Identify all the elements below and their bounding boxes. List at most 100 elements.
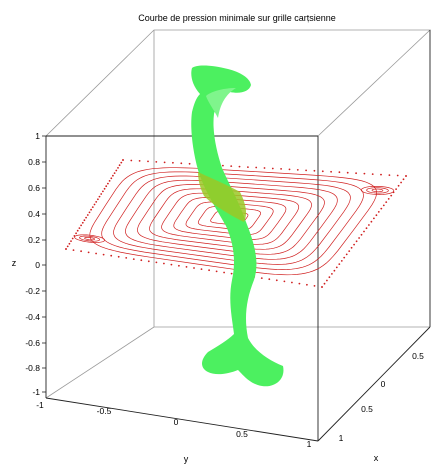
seed-point <box>363 230 365 233</box>
y-tick-label: 0.5 <box>236 429 248 439</box>
seed-point <box>91 206 94 209</box>
seed-point <box>298 282 301 285</box>
seed-point <box>380 207 383 210</box>
seed-point <box>170 263 173 266</box>
z-tick-label: -0.4 <box>25 312 40 322</box>
seed-point <box>86 214 89 216</box>
z-tick-label: 0.6 <box>28 183 40 193</box>
seed-point <box>117 255 120 258</box>
seed-point <box>178 264 180 267</box>
seed-point <box>100 193 103 195</box>
seed-point <box>230 272 233 275</box>
streamline <box>84 237 95 241</box>
axes-box-front <box>45 30 431 442</box>
streamline <box>161 192 300 245</box>
seed-point <box>338 263 341 265</box>
seed-point <box>73 235 76 237</box>
seed-point <box>80 250 82 253</box>
seed-point <box>288 168 291 171</box>
z-tick-label: -1 <box>32 387 40 397</box>
seed-point <box>392 191 395 194</box>
seed-point <box>87 251 90 254</box>
seed-point <box>313 285 316 287</box>
vortex-tube-intersection <box>198 172 247 222</box>
seed-point <box>66 245 69 248</box>
z-tick-labels: 1 0.8 0.6 0.4 0.2 0 -0.2 -0.4 -0.6 -0.8 … <box>25 131 40 397</box>
seed-point <box>163 161 166 164</box>
axes-box-back <box>45 29 432 399</box>
seed-point <box>97 198 99 201</box>
seed-point <box>271 167 274 170</box>
seed-point <box>70 240 72 243</box>
seed-point <box>380 173 382 176</box>
z-ticks <box>42 135 46 393</box>
streamline <box>360 185 395 195</box>
seed-point <box>363 172 366 175</box>
seed-point <box>355 172 357 175</box>
x-tick-label: 0.5 <box>361 404 373 414</box>
seed-point <box>247 166 249 169</box>
streamline <box>366 187 389 194</box>
seed-point <box>215 270 218 273</box>
seed-point <box>313 169 316 172</box>
seed-point <box>113 172 116 175</box>
vortex-tube-highlight <box>206 88 236 118</box>
seed-point <box>377 211 380 213</box>
y-tick-label: -0.5 <box>97 406 112 416</box>
seed-point <box>155 261 158 264</box>
streamline <box>173 197 287 240</box>
y-tick-label: 0 <box>174 417 179 427</box>
seed-point <box>331 273 333 275</box>
seed-point <box>275 279 278 282</box>
streamline <box>113 175 351 265</box>
seed-point <box>75 232 77 235</box>
seed-point <box>358 237 360 239</box>
seed-point <box>343 256 346 259</box>
seed-point <box>338 171 341 174</box>
chart-title: Courbe de pression minimale sur grille c… <box>138 13 336 23</box>
seed-point <box>305 169 307 172</box>
seed-point <box>348 250 351 253</box>
seed-point <box>71 237 74 240</box>
seed-point <box>306 283 308 286</box>
z-tick-label: -0.6 <box>25 338 40 348</box>
seed-point <box>400 181 402 184</box>
seed-point <box>65 248 67 250</box>
seed-point <box>346 171 349 174</box>
streamline <box>101 171 364 270</box>
seed-point <box>255 166 258 169</box>
seed-point <box>355 240 358 243</box>
seed-point <box>185 266 188 268</box>
seed-point <box>103 187 106 190</box>
streamline <box>89 167 377 276</box>
y-tick-labels: -1 -0.5 0 0.5 1 <box>36 400 311 449</box>
seed-point <box>95 201 98 203</box>
y-tick-label: 1 <box>307 439 312 449</box>
seed-point <box>93 203 96 206</box>
seed-point <box>102 253 105 256</box>
seed-point <box>263 167 266 169</box>
streamline <box>371 188 384 193</box>
seed-point <box>140 259 143 262</box>
seed-point <box>193 267 195 269</box>
streamline-series <box>65 159 407 288</box>
vortex-tube-body <box>191 65 284 387</box>
seed-point <box>132 258 135 260</box>
seed-point <box>388 174 391 177</box>
seed-point <box>120 161 123 164</box>
seed-point <box>323 282 326 285</box>
seed-point <box>326 279 328 282</box>
x-tick-label: 0.5 <box>412 351 424 361</box>
seed-point <box>385 201 388 204</box>
seed-point <box>283 280 286 283</box>
seed-point <box>328 276 331 279</box>
seed-point <box>108 180 111 182</box>
seed-point <box>296 169 299 171</box>
seed-point <box>405 175 407 177</box>
isosurface-series <box>191 65 284 387</box>
seed-point <box>390 194 393 197</box>
seed-point <box>125 257 128 259</box>
seed-point <box>118 164 121 167</box>
seed-point <box>238 165 241 168</box>
